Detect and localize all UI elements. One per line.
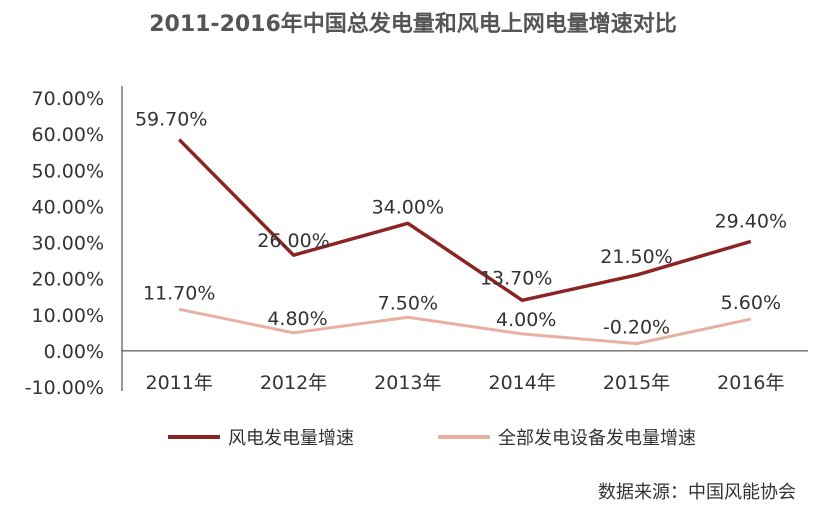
legend-label-wind: 风电发电量增速	[228, 428, 354, 449]
y-tick-label: 50.00%	[32, 160, 104, 182]
data-label: 26.00%	[257, 230, 329, 252]
y-tick-label: 70.00%	[32, 88, 104, 110]
data-label: -0.20%	[603, 317, 670, 339]
legend-swatch-total	[438, 435, 490, 439]
chart-title: 2011-2016年中国总发电量和风电上网电量增速对比	[149, 12, 677, 37]
axes	[121, 86, 808, 391]
legend-item-wind: 风电发电量增速	[168, 424, 354, 450]
data-label: 13.70%	[480, 267, 552, 289]
x-tick-labels: 2011年 2012年 2013年 2014年 2015年 2016年	[145, 372, 784, 394]
x-tick-label: 2016年	[717, 372, 784, 394]
source-note: 数据来源：中国风能协会	[598, 482, 796, 503]
x-tick-label: 2013年	[374, 372, 441, 394]
legend-swatch-wind	[168, 435, 220, 439]
x-tick-label: 2012年	[260, 372, 327, 394]
data-label: 4.00%	[496, 309, 556, 331]
y-tick-label: 40.00%	[32, 196, 104, 218]
y-tick-label: 0.00%	[44, 341, 104, 363]
data-label: 7.50%	[378, 292, 438, 314]
legend-label-total: 全部发电设备发电量增速	[498, 428, 696, 449]
series-line-wind	[177, 138, 752, 303]
data-labels: 59.70% 26.00% 34.00% 13.70% 21.50% 29.40% 11.7…	[135, 109, 787, 339]
data-label: 21.50%	[600, 246, 672, 268]
x-tick-label: 2011年	[145, 372, 212, 394]
x-tick-label: 2015年	[603, 372, 670, 394]
legend-item-total: 全部发电设备发电量增速	[438, 424, 696, 450]
legend: 风电发电量增速 全部发电设备发电量增速	[0, 424, 826, 454]
series-lines	[177, 138, 752, 346]
data-label: 59.70%	[135, 109, 207, 131]
y-tick-label: -10.00%	[25, 377, 104, 399]
y-tick-labels: 70.00% 60.00% 50.00% 40.00% 30.00% 20.00% 10.0…	[25, 88, 104, 399]
data-label: 4.80%	[267, 308, 327, 330]
y-tick-label: 20.00%	[32, 269, 104, 291]
y-tick-label: 30.00%	[32, 233, 104, 255]
data-label: 5.60%	[721, 292, 781, 314]
data-label: 34.00%	[372, 196, 444, 218]
data-label: 11.70%	[143, 282, 215, 304]
data-label: 29.40%	[715, 210, 787, 232]
y-tick-label: 60.00%	[32, 124, 104, 146]
series-line-total	[178, 307, 752, 346]
y-tick-label: 10.00%	[32, 305, 104, 327]
x-tick-label: 2014年	[488, 372, 555, 394]
